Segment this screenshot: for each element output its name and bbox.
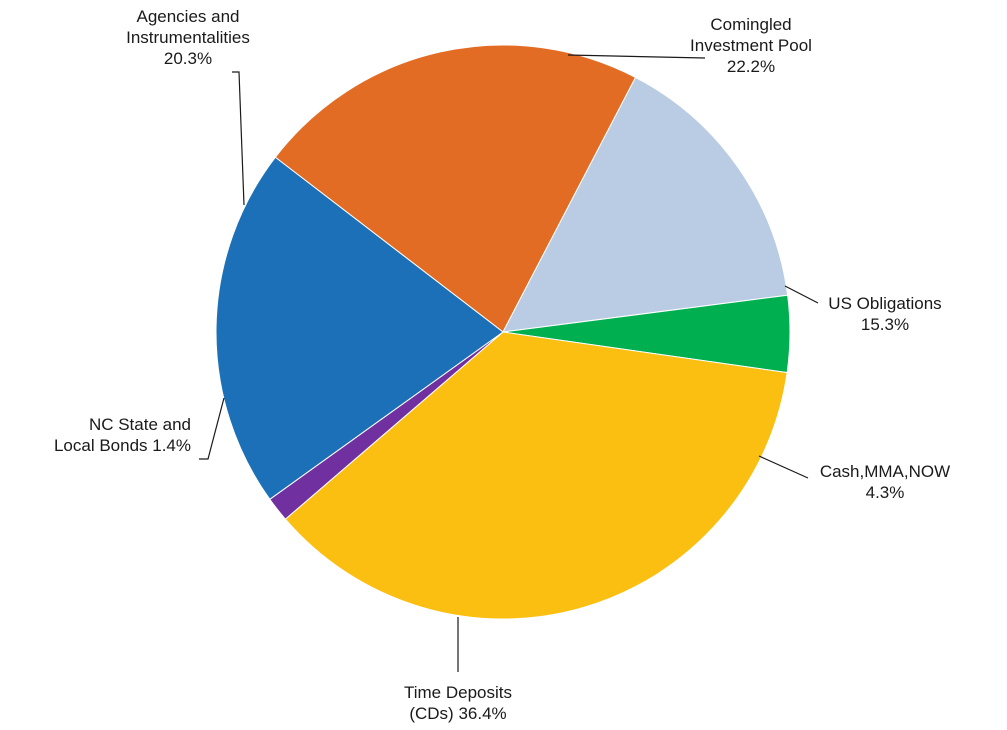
slice-label: Cash,MMA,NOW 4.3%: [820, 462, 950, 502]
slice-label-line: Local Bonds 1.4%: [54, 436, 191, 455]
leader-lines: [199, 54, 819, 672]
slice-label-line: 20.3%: [164, 49, 212, 68]
slice-label-line: Cash,MMA,NOW: [820, 462, 950, 481]
pie-slices: [215, 44, 791, 620]
slice-label-line: Agencies and: [136, 7, 239, 26]
slice-label-line: 22.2%: [727, 57, 775, 76]
slice-label-line: Instrumentalities: [126, 28, 250, 47]
pie-slice: [274, 44, 637, 333]
pie-slice: [215, 156, 504, 500]
slice-label-line: 15.3%: [861, 315, 909, 334]
slice-label-line: Comingled: [710, 15, 791, 34]
leader-line: [232, 71, 245, 206]
slice-labels: Comingled Investment Pool 22.2% US Obligati…: [54, 7, 950, 723]
slice-label: NC State and Local Bonds 1.4%: [54, 415, 191, 455]
slice-label-line: Time Deposits: [404, 683, 512, 702]
slice-label: Time Deposits (CDs) 36.4%: [404, 683, 512, 723]
slice-label: Agencies and Instrumentalities 20.3%: [126, 7, 250, 68]
slice-label: Comingled Investment Pool 22.2%: [690, 15, 812, 76]
leader-line: [784, 285, 819, 304]
leader-line: [199, 397, 225, 460]
slice-label-line: (CDs) 36.4%: [409, 704, 506, 723]
leader-line: [567, 54, 706, 59]
pie-slice: [502, 76, 789, 333]
pie-slice: [284, 331, 788, 620]
leader-line: [758, 455, 809, 479]
slice-label-line: US Obligations: [828, 294, 941, 313]
slice-label-line: NC State and: [89, 415, 191, 434]
slice-label: US Obligations 15.3%: [828, 294, 941, 334]
slice-label-line: 4.3%: [866, 483, 905, 502]
slice-label-line: Investment Pool: [690, 36, 812, 55]
